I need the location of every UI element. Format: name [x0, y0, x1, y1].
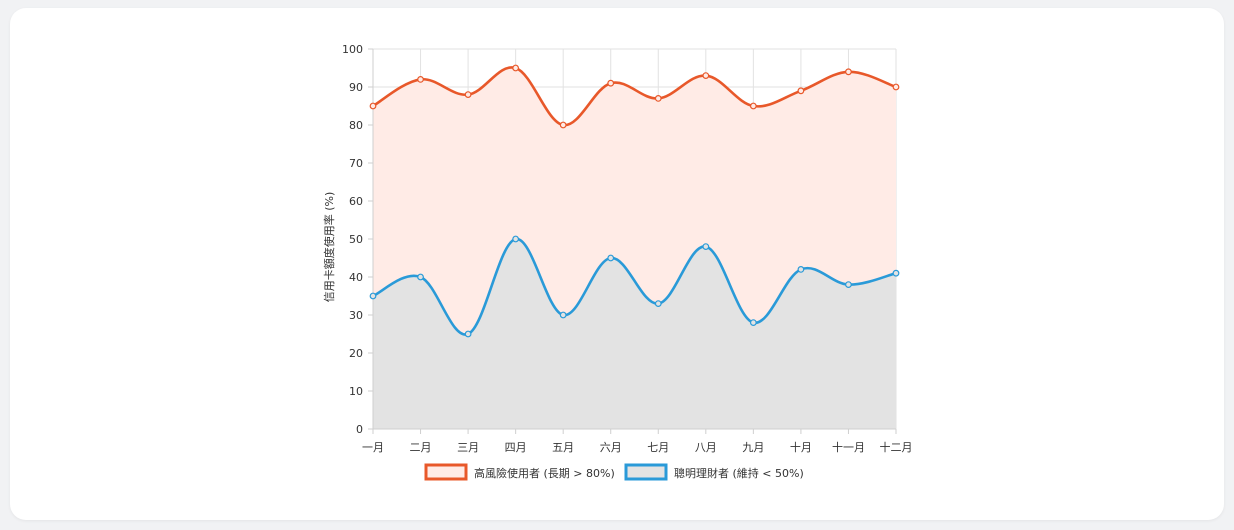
data-point-series-0: [559, 121, 567, 129]
legend-label: 聰明理財者 (維持 < 50%): [674, 466, 804, 480]
y-tick-label: 40: [349, 271, 363, 284]
x-tick-label: 三月: [457, 441, 479, 454]
data-point-series-1: [559, 311, 567, 319]
x-tick-label: 八月: [695, 441, 717, 454]
y-tick-label: 0: [356, 423, 363, 436]
x-tick-label: 五月: [552, 441, 574, 454]
x-tick-label: 十月: [790, 440, 812, 454]
data-point-series-0: [892, 83, 900, 91]
tick-labels: 0 10 20 30 40 50 60 70 80 90 100 一月 二月 三月 四月 五月 六月 七月 八月 九月…: [342, 43, 913, 454]
data-point-series-1: [654, 300, 662, 308]
data-point-series-0: [702, 72, 710, 79]
data-point-series-1: [702, 243, 710, 251]
y-axis-title: 信用卡額度使用率 (%): [322, 192, 336, 303]
x-tick-label: 六月: [600, 441, 622, 454]
x-tick-label: 一月: [362, 441, 384, 454]
data-point-series-1: [607, 254, 615, 262]
data-point-series-0: [464, 91, 472, 98]
y-tick-label: 100: [342, 43, 363, 56]
x-tick-label: 七月: [647, 441, 669, 454]
x-tick-label: 九月: [742, 441, 764, 454]
area-fill-smart: [373, 238, 896, 429]
legend-item-1[interactable]: 聰明理財者 (維持 < 50%): [624, 463, 804, 481]
data-point-series-0: [607, 79, 615, 87]
x-tick-label: 十一月: [832, 440, 865, 454]
x-tick-label: 四月: [505, 441, 527, 454]
data-point-series-1: [417, 273, 424, 281]
legend[interactable]: 高風險使用者 (長期 > 80%) 聰明理財者 (維持 < 50%): [424, 463, 804, 481]
data-point-series-0: [797, 87, 805, 95]
data-point-series-0: [749, 102, 757, 110]
data-point-series-1: [797, 266, 805, 273]
y-tick-label: 80: [349, 119, 363, 132]
y-tick-label: 60: [349, 195, 363, 208]
data-point-series-1: [512, 235, 520, 243]
data-point-series-1: [464, 330, 472, 338]
x-tick-label: 十二月: [880, 440, 913, 454]
series-lines: [369, 64, 900, 338]
legend-swatch: [424, 463, 468, 481]
y-tick-label: 50: [349, 233, 363, 246]
y-tick-label: 10: [349, 385, 363, 398]
axes: [368, 48, 897, 434]
legend-item-0[interactable]: 高風險使用者 (長期 > 80%): [424, 463, 615, 481]
y-tick-label: 70: [349, 157, 363, 170]
legend-label: 高風險使用者 (長期 > 80%): [474, 466, 615, 480]
legend-swatch: [624, 463, 668, 481]
data-point-series-0: [417, 75, 424, 83]
data-point-series-0: [369, 102, 377, 110]
y-tick-label: 90: [349, 81, 363, 94]
data-point-series-0: [845, 68, 852, 76]
data-point-series-1: [845, 281, 852, 289]
data-point-series-0: [654, 94, 662, 102]
area-fill-high-risk: [373, 67, 896, 335]
area-fills: [373, 67, 896, 429]
data-point-series-1: [369, 292, 377, 300]
data-point-series-1: [892, 269, 900, 277]
data-point-series-0: [512, 64, 520, 72]
x-tick-label: 二月: [410, 441, 432, 454]
data-point-series-1: [749, 319, 757, 327]
y-tick-label: 20: [349, 347, 363, 360]
y-tick-label: 30: [349, 309, 363, 322]
